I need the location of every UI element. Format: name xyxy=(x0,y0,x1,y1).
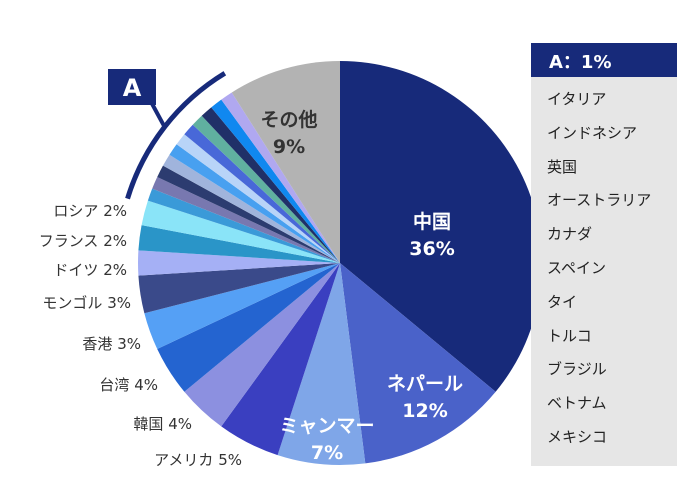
legend-item: ブラジル xyxy=(547,360,607,379)
slice-label: アメリカ 5% xyxy=(154,451,242,469)
pie-slice-21 xyxy=(221,92,340,263)
slice-value: 9% xyxy=(273,136,305,158)
group-marker-label: A xyxy=(123,74,142,102)
pie-slice-13 xyxy=(157,165,340,263)
pie-slice-22 xyxy=(231,61,340,263)
pie-slice-1 xyxy=(340,263,496,464)
slice-value: 12% xyxy=(402,400,447,422)
slice-label: 香港 3% xyxy=(82,335,141,353)
pie-slice-3 xyxy=(221,263,340,456)
legend-title: A：1% xyxy=(531,43,677,77)
pie-slice-11 xyxy=(147,188,340,263)
group-marker-box xyxy=(108,69,156,105)
legend-item: カナダ xyxy=(547,225,593,244)
legend-item: メキシコ xyxy=(547,427,608,446)
group-a-legend: A：1% イタリアインドネシア 英国オーストラリア カナダスペインタイトルコブラジル… xyxy=(531,43,677,466)
legend-item: ベトナム xyxy=(547,394,607,413)
pie-slice-8 xyxy=(138,250,340,276)
pie-slice-19 xyxy=(201,107,340,263)
slice-label: 台湾 4% xyxy=(99,376,158,394)
slice-label: ネパール xyxy=(387,373,463,395)
legend-item: イタリア xyxy=(547,90,607,108)
pie-slice-20 xyxy=(211,99,340,263)
slice-label: ドイツ 2% xyxy=(53,261,127,279)
pie-slice-5 xyxy=(157,263,340,392)
slice-label: フランス 2% xyxy=(39,232,127,250)
slice-label: 韓国 4% xyxy=(133,415,192,433)
pie-slice-6 xyxy=(144,263,340,350)
slice-value: 36% xyxy=(409,238,454,260)
pie-slice-18 xyxy=(192,115,340,263)
legend-list: イタリアインドネシア 英国オーストラリア カナダスペインタイトルコブラジルベトナムメ… xyxy=(531,77,677,455)
slice-label: 中国 xyxy=(413,210,451,233)
pie-slice-10 xyxy=(141,200,340,263)
legend-item: 英国 xyxy=(547,157,578,176)
pie-slice-9 xyxy=(138,225,340,263)
pie-slice-17 xyxy=(184,124,340,263)
pie-slice-14 xyxy=(162,154,340,263)
pie-slice-15 xyxy=(169,144,340,263)
slice-label: ミャンマー xyxy=(279,415,374,437)
slice-label: ロシア 2% xyxy=(53,202,127,220)
pie-slice-7 xyxy=(138,263,340,314)
slice-value: 7% xyxy=(311,442,343,464)
pie-slice-4 xyxy=(184,263,340,427)
group-bracket xyxy=(125,71,227,200)
legend-item: オーストラリア xyxy=(547,191,652,210)
legend-item: スペイン xyxy=(547,258,606,277)
legend-item: タイ xyxy=(547,292,578,311)
legend-item: インドネシア xyxy=(547,123,638,142)
pie-slice-12 xyxy=(152,176,340,263)
slice-label: モンゴル 3% xyxy=(42,294,131,312)
legend-item: トルコ xyxy=(547,326,592,345)
pie-slice-16 xyxy=(176,134,340,263)
pie-slice-2 xyxy=(277,263,366,465)
slice-label: その他 xyxy=(260,108,317,131)
pie-slice-0 xyxy=(340,61,542,392)
